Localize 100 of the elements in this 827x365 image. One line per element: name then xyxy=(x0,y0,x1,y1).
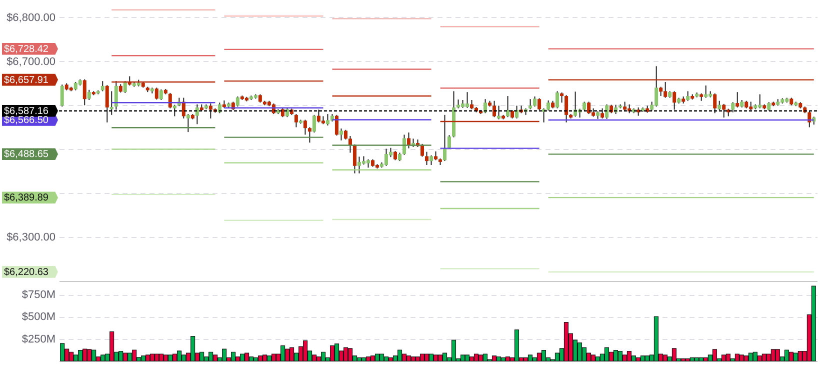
bar xyxy=(406,356,412,362)
bar xyxy=(424,354,430,362)
bar xyxy=(330,345,335,362)
candlestick xyxy=(560,92,564,104)
bar xyxy=(384,356,389,362)
candlestick xyxy=(672,90,676,110)
candlestick xyxy=(442,114,447,162)
candlestick xyxy=(110,90,114,116)
candlestick xyxy=(538,98,542,111)
candlestick xyxy=(294,114,298,128)
candlestick xyxy=(348,136,352,154)
bar xyxy=(496,356,502,362)
candlestick xyxy=(424,151,428,166)
candlestick xyxy=(334,114,338,136)
y-tick-label: $250M xyxy=(22,333,56,346)
bar xyxy=(370,356,376,362)
candlestick xyxy=(736,92,740,108)
bar xyxy=(343,347,348,362)
candlestick xyxy=(195,104,199,125)
y-tick-label: $6,700.00 xyxy=(6,56,56,68)
candlestick xyxy=(564,94,568,123)
text: $6,220.63 xyxy=(4,266,49,278)
text: $6,566.50 xyxy=(4,114,49,126)
bar xyxy=(415,356,420,362)
candlestick xyxy=(492,100,496,118)
candlestick xyxy=(159,88,163,100)
bar xyxy=(478,354,484,362)
candlestick xyxy=(123,80,127,94)
candlestick xyxy=(154,87,158,100)
bar xyxy=(528,354,533,362)
candlestick xyxy=(659,86,663,97)
candlestick xyxy=(312,114,316,133)
bar xyxy=(410,356,416,362)
bar xyxy=(492,356,497,362)
candlestick xyxy=(484,98,488,114)
candlestick xyxy=(352,144,356,174)
bar xyxy=(451,340,456,362)
candlestick xyxy=(172,104,176,117)
candlestick xyxy=(420,143,424,158)
candlestick xyxy=(114,80,118,110)
candlestick xyxy=(722,103,726,118)
bar xyxy=(564,322,569,362)
candlestick xyxy=(344,129,348,140)
bar xyxy=(464,354,470,362)
bar xyxy=(374,354,380,362)
candlestick xyxy=(429,154,434,166)
y-tick-label: $500M xyxy=(22,311,56,324)
bar xyxy=(500,357,506,362)
bar xyxy=(402,354,407,362)
bar xyxy=(420,354,425,362)
candlestick xyxy=(506,96,510,118)
candlestick xyxy=(515,105,519,119)
candlestick xyxy=(182,97,186,119)
candlestick xyxy=(82,78,86,106)
candlestick xyxy=(87,89,91,100)
candlestick xyxy=(448,134,452,150)
ref-line-label: $6,587.16 xyxy=(4,106,49,117)
text: $6,728.42 xyxy=(4,44,49,55)
candlestick xyxy=(406,132,410,149)
bar xyxy=(438,354,443,362)
bar xyxy=(397,350,402,362)
bar xyxy=(428,354,434,362)
y-tick-label: $6,800.00 xyxy=(6,12,56,24)
bar xyxy=(514,330,520,362)
candlestick xyxy=(686,90,690,102)
candlestick xyxy=(713,92,717,114)
bar xyxy=(388,357,394,362)
candlestick xyxy=(236,96,240,108)
bar xyxy=(379,354,384,362)
bar xyxy=(469,356,474,362)
candlestick xyxy=(497,105,501,120)
bar xyxy=(366,356,371,362)
bar xyxy=(334,344,340,362)
candlestick xyxy=(339,128,343,141)
candlestick xyxy=(574,91,578,118)
candlestick xyxy=(731,102,735,113)
bar xyxy=(532,357,538,362)
candlestick xyxy=(186,114,190,133)
bar xyxy=(505,356,510,362)
bar xyxy=(312,354,317,362)
bar xyxy=(536,352,542,362)
candlestick xyxy=(60,84,64,108)
bar xyxy=(320,352,326,362)
candlestick xyxy=(303,119,307,136)
bar xyxy=(474,354,479,362)
y-tick-label: $6,300.00 xyxy=(6,232,56,244)
text: $6,657.91 xyxy=(4,74,49,86)
candlestick xyxy=(528,98,532,110)
candlestick xyxy=(556,90,560,109)
candlestick xyxy=(308,126,312,144)
bar xyxy=(433,354,438,362)
bar xyxy=(361,357,366,362)
text: $6,488.65 xyxy=(4,149,49,160)
candlestick xyxy=(105,84,109,123)
candlestick xyxy=(587,101,591,115)
bar xyxy=(482,354,488,362)
candlestick xyxy=(393,150,397,161)
candlestick xyxy=(100,80,104,92)
candlestick xyxy=(704,84,708,98)
bar xyxy=(523,357,528,362)
